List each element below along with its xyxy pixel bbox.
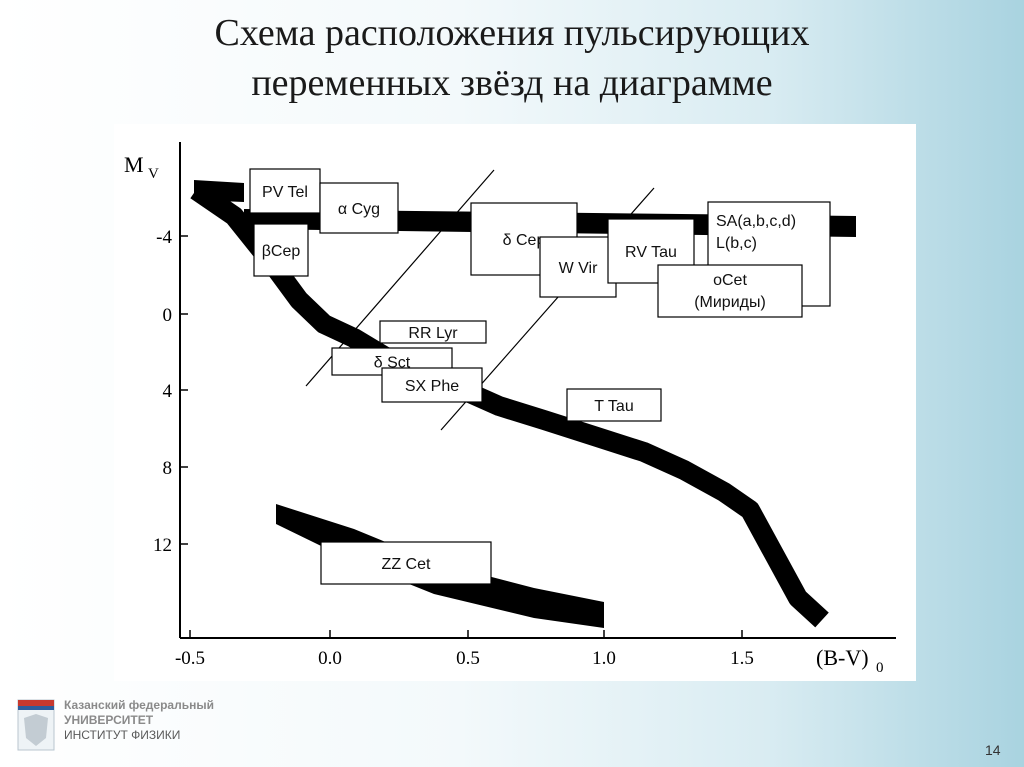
star-class-rr-lyr: RR Lyr	[379, 320, 487, 344]
x-axis-label: (B-V)	[816, 645, 869, 670]
star-class-label: SA(a,b,c,d)	[716, 213, 796, 230]
star-class-zz-cet: ZZ Cet	[320, 541, 492, 585]
star-class-label: W Vir	[559, 260, 598, 277]
x-tick-label: -0.5	[175, 648, 205, 669]
main-sequence-band	[190, 181, 829, 628]
y-axis-label: M	[124, 152, 144, 177]
star-class-alpha-cyg: α Cyg	[319, 182, 399, 234]
star-class-label: L(b,c)	[716, 235, 757, 252]
footer-line2: УНИВЕРСИТЕТ	[64, 713, 154, 727]
star-class-sx-phe: SX Phe	[381, 367, 483, 403]
footer-line3: ИНСТИТУТ ФИЗИКИ	[64, 728, 181, 742]
x-tick-label: 1.0	[592, 648, 616, 669]
hr-diagram-svg: -4 0 4 8 12 -0.5 0.0 0.5 1.0 1.5 M V (B-V) 0 PV …	[124, 142, 896, 676]
star-class-label: PV Tel	[262, 184, 308, 201]
star-class-label: οCet	[713, 272, 747, 289]
star-class-label: βCep	[262, 243, 301, 260]
hr-diagram: -4 0 4 8 12 -0.5 0.0 0.5 1.0 1.5 M V (B-V) 0 PV …	[114, 124, 916, 681]
star-class-w-vir: W Vir	[539, 236, 617, 298]
star-class-t-tau: T Tau	[566, 388, 662, 422]
star-class-o-cet: οCet (Мириды)	[657, 264, 803, 318]
star-class-label: RR Lyr	[408, 325, 458, 342]
x-tick-label: 1.5	[730, 648, 754, 669]
y-tick-label: 0	[163, 305, 173, 326]
page-number: 14	[985, 742, 1001, 758]
y-axis-sub: V	[148, 166, 159, 182]
star-class-label: (Мириды)	[694, 294, 766, 311]
x-tick-label: 0.5	[456, 648, 480, 669]
footer-line1: Казанский федеральный	[64, 698, 214, 712]
x-tick-label: 0.0	[318, 648, 342, 669]
y-tick-label: 4	[163, 381, 173, 402]
star-class-beta-cep: βCep	[253, 223, 309, 277]
star-class-pv-tel: PV Tel	[249, 168, 321, 214]
y-tick-label: -4	[156, 227, 172, 248]
star-class-label: SX Phe	[405, 378, 459, 395]
star-class-label: δ Sct	[374, 355, 411, 372]
star-class-label: ZZ Cet	[382, 556, 431, 573]
star-class-label: T Tau	[594, 398, 633, 415]
footer-institution: Казанский федеральный УНИВЕРСИТЕТ ИНСТИТ…	[64, 698, 214, 743]
star-class-label: RV Tau	[625, 244, 677, 261]
y-tick-label: 12	[153, 535, 172, 556]
university-logo-icon	[17, 699, 55, 751]
slide-title-line2: переменных звёзд на диаграмме	[251, 62, 773, 104]
y-tick-label: 8	[163, 458, 173, 479]
slide-title-line1: Схема расположения пульсирующих	[214, 12, 810, 54]
x-axis-sub: 0	[876, 660, 884, 676]
star-class-label: δ Cep	[503, 232, 546, 249]
star-class-label: α Cyg	[338, 201, 380, 218]
axes: -4 0 4 8 12 -0.5 0.0 0.5 1.0 1.5 M V (B-V) 0	[124, 142, 896, 676]
slide-title: Схема расположения пульсирующих переменн…	[0, 8, 1024, 108]
